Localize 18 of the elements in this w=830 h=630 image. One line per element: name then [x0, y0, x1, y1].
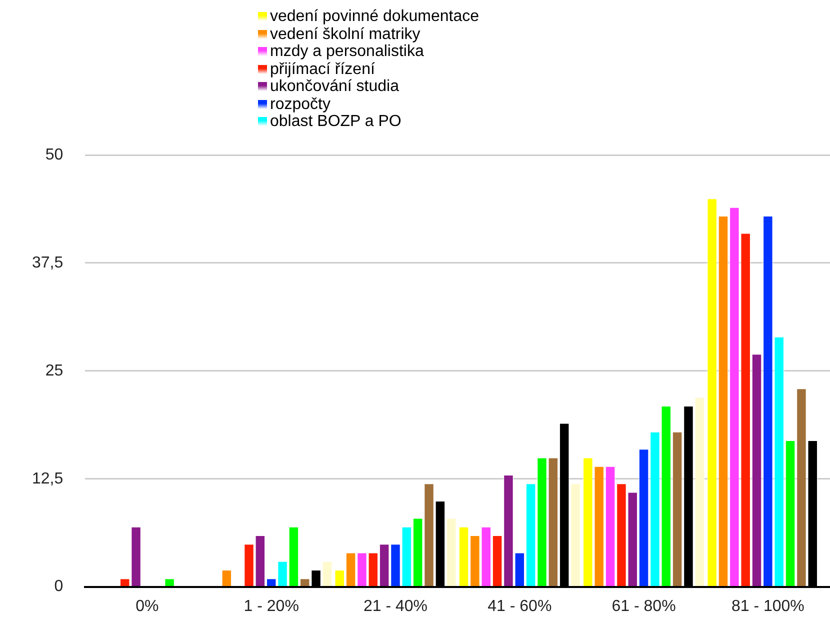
- y-tick-label: 0: [54, 578, 64, 596]
- legend-label: rozpočty: [270, 96, 330, 113]
- x-tick-label: 61 - 80%: [612, 598, 676, 615]
- y-tick-label: 25: [45, 362, 64, 380]
- legend-label: vedení povinné dokumentace: [270, 8, 480, 26]
- y-tick-label: 50: [45, 146, 64, 164]
- x-tick-label: 21 - 40%: [363, 598, 428, 615]
- x-tick-label: 0%: [136, 598, 159, 615]
- x-tick-label: 41 - 60%: [488, 598, 552, 615]
- legend-label: ukončování studia: [270, 78, 399, 96]
- y-tick-label: 12,5: [32, 470, 64, 488]
- legend-label: oblast BOZP a PO: [270, 113, 402, 130]
- y-tick-label: 37,5: [32, 254, 64, 272]
- legend-label: přijímací řízení: [270, 60, 375, 78]
- legend-label: vedení školní matriky: [270, 26, 420, 43]
- legend-label: mzdy a personalistika: [270, 43, 424, 60]
- x-tick-label: 81 - 100%: [731, 598, 804, 615]
- x-tick-label: 1 - 20%: [244, 598, 299, 615]
